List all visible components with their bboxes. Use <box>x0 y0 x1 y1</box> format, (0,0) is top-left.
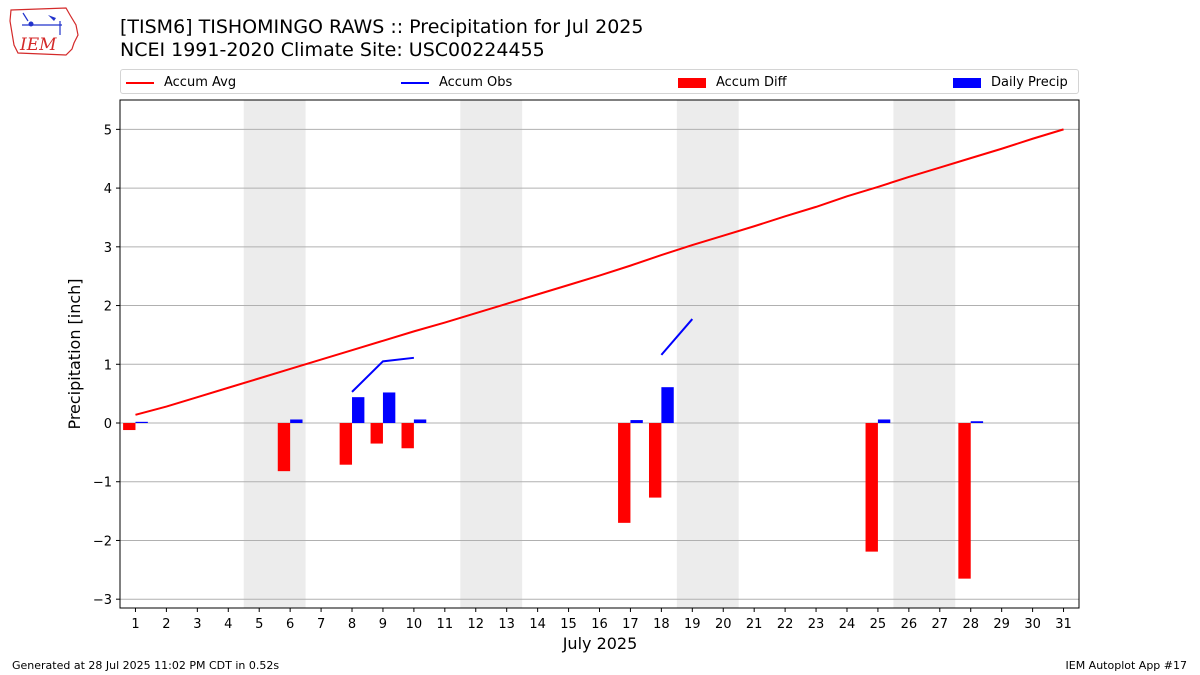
legend-label: Accum Avg <box>164 75 237 90</box>
x-tick-label: 1 <box>131 617 139 632</box>
weekend-band <box>460 100 523 608</box>
x-tick-label: 11 <box>437 617 454 632</box>
accum-diff-bar <box>865 423 878 552</box>
app-note: IEM Autoplot App #17 <box>1065 659 1188 672</box>
x-tick-label: 21 <box>746 617 763 632</box>
y-tick-label: 3 <box>104 241 112 256</box>
x-tick-label: 31 <box>1055 617 1072 632</box>
lines <box>135 128 1064 416</box>
weekend-band <box>676 100 739 608</box>
daily-precip-bar <box>290 419 303 424</box>
x-tick-label: 28 <box>962 617 979 632</box>
legend-item-accum-avg: Accum Avg <box>126 70 236 95</box>
legend-label: Daily Precip <box>991 75 1068 90</box>
accum-diff-bar <box>277 423 291 472</box>
legend-swatch <box>678 77 706 88</box>
x-tick-label: 22 <box>777 617 794 632</box>
y-tick-label: −1 <box>93 476 112 491</box>
y-tick-label: 0 <box>104 417 112 432</box>
x-tick-label: 24 <box>839 617 856 632</box>
x-tick-label: 2 <box>162 617 170 632</box>
x-tick-label: 4 <box>224 617 232 632</box>
y-axis-label: Precipitation [inch] <box>65 278 84 429</box>
generated-note: Generated at 28 Jul 2025 11:02 PM CDT in… <box>12 659 280 672</box>
accum-diff-bar <box>339 423 353 465</box>
legend-item-accum-obs: Accum Obs <box>401 70 512 95</box>
y-tick-label: 4 <box>104 182 112 197</box>
x-tick-label: 3 <box>193 617 201 632</box>
daily-precip-bar <box>352 397 365 424</box>
x-tick-label: 29 <box>993 617 1010 632</box>
x-tick-label: 12 <box>467 617 484 632</box>
weekend-band <box>243 100 306 608</box>
x-tick-label: 9 <box>379 617 387 632</box>
daily-precip-bar <box>382 392 396 424</box>
daily-precip-bar <box>630 420 643 424</box>
x-tick-label: 30 <box>1024 617 1041 632</box>
accum-diff-bar <box>648 423 662 498</box>
x-tick-label: 26 <box>901 617 918 632</box>
x-tick-label: 15 <box>560 617 577 632</box>
legend-label: Accum Diff <box>716 75 787 90</box>
x-tick-label: 18 <box>653 617 670 632</box>
x-tick-label: 7 <box>317 617 325 632</box>
x-tick-label: 13 <box>498 617 515 632</box>
weekend-shading <box>243 100 956 608</box>
y-tick-label: −2 <box>93 534 112 549</box>
accum-avg-line <box>135 128 1064 416</box>
x-tick-label: 10 <box>406 617 423 632</box>
y-tick-label: 2 <box>104 300 112 315</box>
x-tick-label: 19 <box>684 617 701 632</box>
accum-diff-bar <box>958 423 971 579</box>
accum-diff-bar <box>401 423 414 449</box>
daily-precip-bar <box>661 387 674 424</box>
legend-label: Accum Obs <box>439 75 513 90</box>
legend-swatch <box>401 81 429 84</box>
bars <box>123 387 984 579</box>
iowa-map-icon <box>9 7 79 56</box>
x-axis-label: July 2025 <box>562 634 638 653</box>
x-tick-label: 14 <box>529 617 546 632</box>
chart-title: [TISM6] TISHOMINGO RAWS :: Precipitation… <box>120 16 644 38</box>
legend-item-accum-diff: Accum Diff <box>678 70 787 95</box>
daily-precip-bar <box>413 419 427 424</box>
legend-swatch <box>126 81 154 84</box>
accum-obs-line <box>660 318 694 356</box>
daily-precip-bar <box>970 421 984 424</box>
x-tick-label: 17 <box>622 617 639 632</box>
chart-subtitle: NCEI 1991-2020 Climate Site: USC00224455 <box>120 39 545 61</box>
legend-item-daily-precip: Daily Precip <box>953 70 1068 95</box>
y-tick-label: 1 <box>104 358 112 373</box>
x-tick-label: 23 <box>808 617 825 632</box>
x-tick-label: 5 <box>255 617 263 632</box>
x-tick-label: 16 <box>591 617 608 632</box>
x-tick-label: 6 <box>286 617 294 632</box>
weekend-band <box>893 100 956 608</box>
legend-swatch <box>953 77 981 88</box>
y-tick-label: 5 <box>104 123 112 138</box>
x-tick-label: 25 <box>870 617 887 632</box>
accum-obs-line <box>351 356 415 393</box>
accum-diff-bar <box>618 423 631 523</box>
daily-precip-bar <box>135 421 148 424</box>
x-tick-label: 20 <box>715 617 732 632</box>
x-tick-label: 8 <box>348 617 356 632</box>
logo-text: IEM <box>20 35 57 55</box>
accum-diff-bar <box>370 423 383 444</box>
iem-logo <box>8 5 80 59</box>
daily-precip-bar <box>877 419 891 424</box>
accum-diff-bar <box>123 423 136 431</box>
y-tick-label: −3 <box>93 593 112 608</box>
legend: Accum Avg Accum Obs Accum Diff Daily Pre… <box>120 69 1079 94</box>
x-tick-label: 27 <box>932 617 949 632</box>
